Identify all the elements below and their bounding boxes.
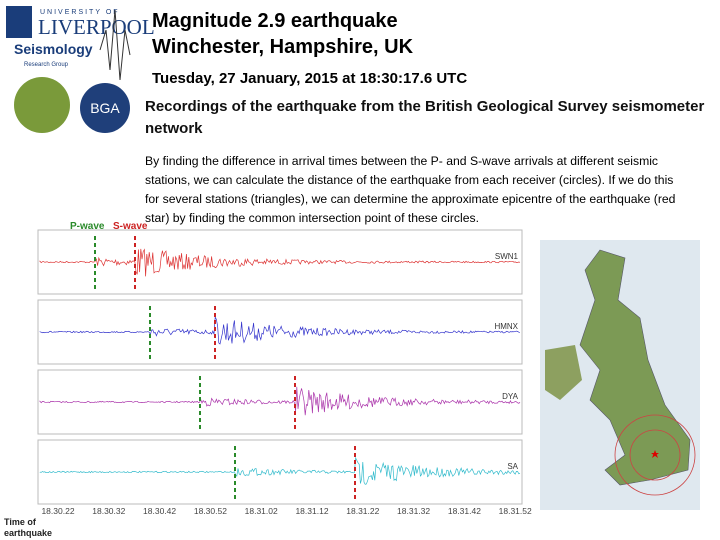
time-label: 18.31.42 [448,506,481,516]
logo-text: Seismology [14,41,93,57]
great-britain [579,249,691,486]
waveform [39,456,521,485]
time-label: 18.30.42 [143,506,176,516]
time-label: 18.31.52 [499,506,532,516]
station-label: HMNX [494,322,518,331]
trace-frame [37,369,523,435]
badge [14,77,70,133]
time-label: 18.31.02 [245,506,278,516]
trace-frame [37,229,523,295]
subtitle: Recordings of the earthquake from the Br… [145,98,705,137]
distance-circle [629,429,681,481]
ireland [545,345,582,400]
waveform [39,386,521,416]
distance-circle [614,414,696,496]
logo-text: LIVERPOOL [38,15,155,39]
station-label: SA [507,462,518,471]
seismogram-figure: SWN1 HMNX DYA SA P-wave S-wave 18.30.22 18.30.3… [4,221,532,538]
epicentre-star [651,450,659,458]
date: Tuesday, 27 January, 2015 at 18:30:17.6 … [152,70,468,87]
map [540,240,700,510]
p-wave-label: P-wave [70,221,105,232]
liverpool-logo: UNIVERSITY OF LIVERPOOL Seismology Resea… [6,6,155,133]
time-label: 18.31.12 [295,506,328,516]
time-label: 18.30.32 [92,506,125,516]
logo-text: UNIVERSITY OF [40,9,120,16]
body-text: By finding the difference in arrival tim… [145,154,676,225]
time-caption: Time of earthquake [4,517,52,538]
title: Magnitude 2.9 earthquake Winchester, Hamp… [152,8,413,60]
station-label: DYA [502,392,519,401]
time-label: 18.31.32 [397,506,430,516]
title-line: Magnitude 2.9 earthquake [152,10,398,32]
waveform [39,315,521,345]
s-wave-label: S-wave [113,221,148,232]
trace-frame [37,439,523,505]
time-label: 18.31.22 [346,506,379,516]
logo-text: Research Group [24,62,69,68]
crest [6,6,32,38]
title-line: Winchester, Hampshire, UK [152,36,414,58]
station-label: SWN1 [495,252,519,261]
time-label: 18.30.52 [194,506,227,516]
time-label: 18.30.22 [41,506,74,516]
trace-frame [37,299,523,365]
waveform [39,248,521,277]
bga-badge [80,83,130,133]
logo-text: BGA [90,100,120,116]
logo-wave [99,9,131,81]
